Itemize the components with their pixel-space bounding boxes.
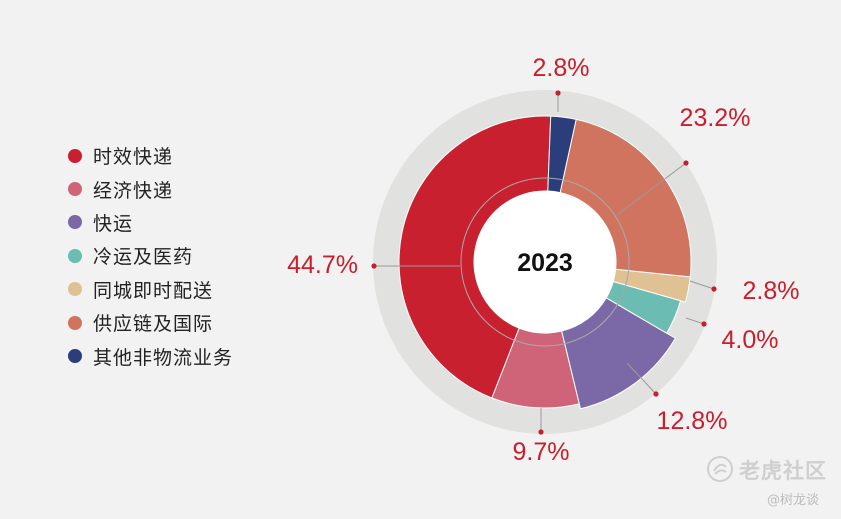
center-hole [474,191,616,333]
inner-guide [460,177,630,347]
data-label-6: 23.2% [680,104,751,132]
leader-dot-7 [555,90,561,96]
legend-label: 时效快递 [93,146,174,169]
data-labels: 44.7% 9.7% 12.8% 4.0% 2.8% 23.2% 2.8% [287,54,799,466]
legend-item: 供应链及国际 [68,306,233,339]
leader-dot-6 [683,160,689,166]
watermark-brand: 老虎社区 [739,459,827,483]
legend-swatch [68,282,82,297]
leader-line-4 [685,317,705,325]
leader-dot-2 [538,429,544,435]
legend-label: 其他非物流业务 [93,346,234,369]
leader-line-3 [626,362,657,395]
legend: 时效快递经济快递快运冷运及医药同城即时配送 供应链及国际 其他非物流业务 [68,139,233,373]
legend-swatch [68,248,82,263]
slices [398,115,692,410]
legend-swatch [68,148,82,163]
leader-dot-3 [653,391,659,397]
data-label-1: 44.7% [287,251,358,279]
legend-item: 其他非物流业务 [68,339,233,372]
legend-label: 经济快递 [93,179,174,202]
legend-swatch [68,349,82,364]
legend-swatch [68,182,82,197]
legend-label: 冷运及医药 [93,246,194,269]
legend-label: 供应链及国际 [93,313,214,336]
legend-label: 快运 [93,212,134,235]
legend-item: 冷运及医药 [68,239,233,272]
data-label-2: 9.7% [513,438,570,466]
tiger-logo-icon [707,456,733,482]
data-label-4: 4.0% [722,326,779,354]
legend-item: 时效快递 [68,139,233,172]
watermark-author: @树龙谈 [767,493,820,508]
leader-dot-4 [701,321,707,327]
data-label-7: 2.8% [533,54,590,82]
legend-item: 快运 [68,206,233,239]
data-label-5: 2.8% [743,277,800,305]
legend-swatch [68,315,82,330]
leader-line-6 [616,162,687,216]
data-label-3: 12.8% [657,407,728,435]
legend-swatch [68,215,82,230]
leader-dot-1 [371,263,377,269]
legend-item: 经济快递 [68,172,233,205]
leader-dot-5 [711,286,717,292]
leader-line-5 [689,280,715,290]
legend-label: 同城即时配送 [93,279,214,302]
inner-guide-circle [460,177,630,347]
center-year-label: 2023 [517,249,573,277]
legend-item: 同城即时配送 [68,273,233,306]
